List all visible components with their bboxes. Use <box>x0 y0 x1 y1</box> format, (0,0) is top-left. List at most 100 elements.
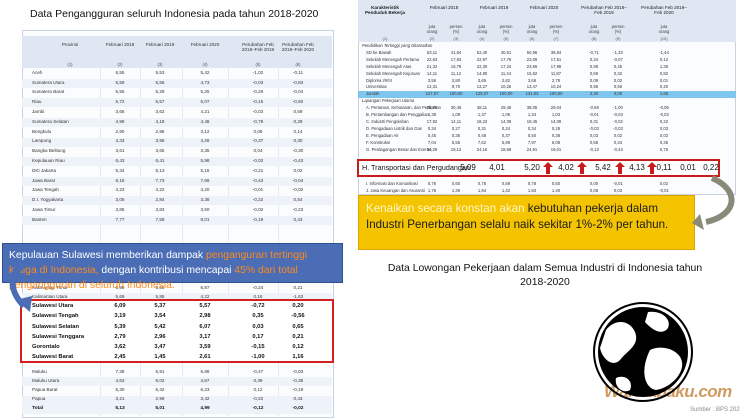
cell-name: Aceh <box>32 69 43 75</box>
cell-value: 0,02 <box>613 77 623 83</box>
cell-value: 0,35 <box>659 139 669 145</box>
cell-value: 13,47 <box>526 84 538 90</box>
cell-name: Sumatera Utara <box>32 79 65 85</box>
cell-value: 131,03 <box>525 91 539 97</box>
cell-value: 1,09 <box>451 112 461 117</box>
unit-label: juta orang <box>426 24 438 34</box>
cell-value: -0,02 <box>292 405 304 411</box>
cell-value: 2,80 <box>451 77 461 83</box>
col-line <box>278 36 279 416</box>
cell-value: -0,44 <box>613 146 623 152</box>
cell-value: 0,45 <box>613 63 623 69</box>
cell-value: 9,70 <box>451 84 461 90</box>
cell-value: 2,90 <box>115 128 125 134</box>
cell-value: 0,03 <box>252 323 264 330</box>
cell-value: 0,59 <box>501 181 511 186</box>
cell-value: 6,43 <box>115 157 125 163</box>
cell-value: 5,01 <box>155 405 165 411</box>
cell-value: -0,01 <box>252 187 264 193</box>
cell-value: -0,04 <box>292 89 304 95</box>
highlight-value: 0,22 <box>703 163 719 172</box>
cell-value: 5,07 <box>200 99 210 105</box>
cell-value: 0,03 <box>613 188 623 193</box>
cell-value: 2,96 <box>154 333 166 340</box>
unit-label: persen (%) <box>449 24 463 34</box>
highlight-value: 5,20 <box>524 163 540 172</box>
section-label: Lapangan Pekerjaan Utama <box>362 98 415 104</box>
right-header: Perubahan Feb 2019–Feb 2020 <box>641 5 687 15</box>
cell-value: -0,01 <box>613 181 623 186</box>
cell-name: Kalimantan Timur <box>32 285 68 290</box>
cell-value: -0,03 <box>252 79 264 85</box>
row-stripe <box>22 216 332 225</box>
cell-value: 50,96 <box>526 49 538 55</box>
left-col-number: (1) <box>67 62 73 67</box>
cell-value: 5,89 <box>501 139 511 145</box>
cell-value: 0,24 <box>501 125 511 131</box>
row-stripe <box>22 78 332 88</box>
cell-value: 6,41 <box>155 157 165 163</box>
cell-value: -1,44 <box>659 49 669 55</box>
cell-value: 14,09 <box>550 118 562 124</box>
cell-value: 5,55 <box>115 89 125 95</box>
cell-value: 14,11 <box>450 118 462 124</box>
row-stripe <box>22 176 332 186</box>
cell-value: 19,01 <box>550 146 562 152</box>
cell-value: 4,22 <box>155 187 165 193</box>
cell-name: Sulawesi Barat <box>32 354 74 361</box>
cell-value: -0,21 <box>252 167 264 173</box>
cell-value: 3,59 <box>199 343 211 350</box>
left-col-number: (2) <box>117 62 123 67</box>
cell-value: 4,48 <box>200 118 210 124</box>
cell-name: G. Perdagangan Besar dan Eceran <box>366 146 432 152</box>
cell-name: Total <box>32 405 44 411</box>
cell-value: -0,03 <box>659 112 669 117</box>
cell-value: -0,47 <box>252 368 264 374</box>
cell-value: 0,76 <box>427 181 437 186</box>
cell-value: 0,00 <box>589 181 599 186</box>
right-col-number: (10) <box>660 36 668 41</box>
row-stripe <box>22 196 332 206</box>
cell-value: 6,42 <box>155 387 165 393</box>
cell-name: Bengkulu <box>32 128 52 134</box>
cell-value: 12,31 <box>426 84 438 90</box>
cell-value: 0,26 <box>551 125 561 131</box>
cell-value: 0,02 <box>613 132 623 138</box>
cell-value: -0,43 <box>252 177 264 183</box>
cell-value: 6,66 <box>156 285 165 290</box>
cell-value: 0,09 <box>589 77 599 83</box>
cell-value: 17,98 <box>550 63 562 69</box>
cell-name: Jawa Barat <box>32 177 55 183</box>
cell-value: -0,79 <box>252 118 264 124</box>
cell-value: 2,98 <box>155 128 165 134</box>
unit-label: juta orang <box>526 24 538 34</box>
cell-value: 5,98 <box>200 157 210 163</box>
cell-value: 1,16 <box>292 354 304 361</box>
cell-value: -0,03 <box>613 125 623 131</box>
callout: Kepulauan Sulawesi memberikan dampak pen… <box>2 243 343 291</box>
cell-value: 13,27 <box>476 84 488 90</box>
cell-value: 14,80 <box>476 70 488 76</box>
cell-value: 0,56 <box>613 84 623 90</box>
cell-value: 4,23 <box>115 187 125 193</box>
cell-value: -0,56 <box>291 313 305 320</box>
cell-name: Lampung <box>32 138 52 144</box>
cell-value: 5,25 <box>200 89 210 95</box>
right-header: Karakteristik Penduduk Bekerja <box>364 5 406 15</box>
cell-value: 6,91 <box>155 368 165 374</box>
cell-name: SD ke Bawah <box>366 49 392 55</box>
cell-value: 2,30 <box>589 91 599 97</box>
cell-value: 3,56 <box>427 77 437 83</box>
cell-value: 0,02 <box>659 181 669 186</box>
cell-value: -1,00 <box>613 105 623 111</box>
left-header: Februari 2020 <box>190 42 220 47</box>
cell-value: 5,13 <box>115 405 125 411</box>
cell-value: 1,84 <box>477 188 487 193</box>
cell-value: 5,57 <box>155 99 165 105</box>
cell-value: -0,04 <box>292 177 304 183</box>
cell-value: 0,75 <box>659 146 669 152</box>
cell-name: Jumlah <box>366 91 380 97</box>
cell-name: I. Informasi dan Komunikasi <box>366 181 418 186</box>
cell-value: 0,34 <box>613 139 623 145</box>
cell-value: 7,38 <box>115 368 125 374</box>
